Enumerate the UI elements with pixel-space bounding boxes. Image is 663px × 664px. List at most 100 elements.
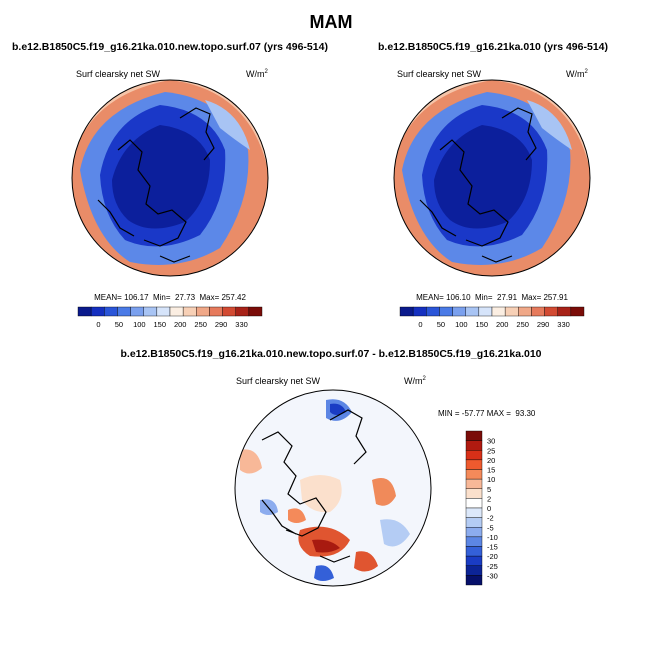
panel-3-anomaly-pos-3 — [372, 478, 396, 506]
colorbar-swatch — [399, 306, 414, 317]
colorbar-tick-label: 100 — [133, 320, 146, 329]
colorbar-tick-label: 10 — [487, 475, 495, 484]
colorbar-swatch — [465, 306, 480, 317]
colorbar-swatch — [143, 306, 158, 317]
panel-3-anomaly-neg-2 — [330, 403, 346, 415]
colorbar-swatch — [518, 306, 532, 317]
panel-3-anomaly-pos-4 — [354, 551, 378, 572]
panel-3-anomaly-pos-2 — [312, 539, 340, 553]
panel-1-units: W/m2 — [246, 69, 269, 79]
colorbar-tick-label: 150 — [154, 320, 167, 329]
panel-3-anomaly-neg-4 — [314, 565, 334, 581]
colorbar-tick-label: 330 — [235, 320, 248, 329]
colorbar-swatch — [465, 469, 483, 480]
colorbar-swatch — [439, 306, 453, 317]
panel-3-map — [234, 389, 432, 587]
panel-3-anomaly-pos-6 — [288, 508, 306, 523]
colorbar-swatch — [77, 306, 92, 317]
colorbar-tick-label: -25 — [487, 562, 498, 571]
colorbar-swatch — [196, 306, 210, 317]
panel-1-title: b.e12.B1850C5.f19_g16.21ka.010.new.topo.… — [12, 41, 328, 53]
colorbar-swatch — [130, 306, 144, 317]
colorbar-swatch — [412, 306, 427, 317]
colorbar-tick-label: 290 — [537, 320, 550, 329]
panel-3: b.e12.B1850C5.f19_g16.21ka.010.new.topo.… — [120, 348, 542, 587]
panel-2-variable-label: Surf clearsky net SW — [397, 69, 482, 79]
colorbar-swatch — [90, 306, 105, 317]
panel-2-units: W/m2 — [566, 69, 589, 79]
colorbar-swatch — [465, 430, 483, 441]
colorbar-tick-label: 25 — [487, 446, 495, 455]
colorbar-swatch — [426, 306, 440, 317]
panel-3-stats: MIN = -57.77 MAX = 93.30 — [438, 409, 536, 418]
panel-1-colorbar: 0 50 100 150 200 250 290 330 — [77, 306, 263, 329]
colorbar-swatch — [504, 306, 519, 317]
colorbar-tick-label: 200 — [174, 320, 187, 329]
colorbar-tick-label: 150 — [476, 320, 489, 329]
panel-3-map-border — [234, 389, 432, 587]
colorbar-swatch — [452, 306, 466, 317]
colorbar-tick-label: -10 — [487, 533, 498, 542]
colorbar-tick-label: -2 — [487, 514, 494, 523]
colorbar-swatch — [222, 306, 236, 317]
colorbar-tick-label: 330 — [557, 320, 570, 329]
colorbar-tick-label: 20 — [487, 456, 495, 465]
colorbar-swatch — [465, 565, 483, 576]
panel-2-coastline — [419, 107, 537, 263]
colorbar-swatch — [465, 546, 483, 557]
colorbar-swatch — [465, 536, 483, 547]
panel-2-title: b.e12.B1850C5.f19_g16.21ka.010 (yrs 496-… — [378, 41, 608, 53]
colorbar-swatch — [491, 306, 506, 317]
colorbar-swatch — [465, 555, 483, 566]
panel-1-map-border — [71, 79, 269, 277]
colorbar-tick-label: 250 — [516, 320, 529, 329]
colorbar-swatch — [465, 507, 483, 518]
colorbar-swatch — [465, 498, 483, 509]
colorbar-tick-label: 50 — [437, 320, 445, 329]
colorbar-swatch — [117, 306, 131, 317]
colorbar-tick-label: 0 — [96, 320, 100, 329]
panel-3-units: W/m2 — [404, 376, 427, 386]
panel-2: b.e12.B1850C5.f19_g16.21ka.010 (yrs 496-… — [378, 41, 608, 329]
panel-3-coastline — [261, 409, 367, 563]
colorbar-swatch — [544, 306, 558, 317]
colorbar-tick-label: 250 — [194, 320, 207, 329]
colorbar-tick-label: -30 — [487, 571, 498, 580]
panel-2-map-border — [393, 79, 591, 277]
panel-1-map — [71, 79, 269, 277]
panel-3-anomaly-neg-3 — [380, 519, 410, 547]
colorbar-swatch — [465, 450, 483, 461]
colorbar-tick-label: 30 — [487, 437, 495, 446]
colorbar-tick-label: 0 — [418, 320, 422, 329]
colorbar-tick-label: 200 — [496, 320, 509, 329]
colorbar-swatch — [478, 306, 493, 317]
colorbar-tick-label: -20 — [487, 552, 498, 561]
colorbar-tick-label: 290 — [215, 320, 228, 329]
colorbar-swatch — [209, 306, 223, 317]
colorbar-tick-label: 50 — [115, 320, 123, 329]
colorbar-tick-label: 100 — [455, 320, 468, 329]
colorbar-tick-label: 2 — [487, 494, 491, 503]
page-title: MAM — [310, 12, 353, 32]
panel-2-map — [393, 79, 591, 277]
panel-1: b.e12.B1850C5.f19_g16.21ka.010.new.topo.… — [12, 41, 328, 329]
colorbar-swatch — [465, 517, 483, 528]
colorbar-tick-label: 5 — [487, 485, 491, 494]
colorbar-swatch — [465, 459, 483, 470]
colorbar-tick-label: 15 — [487, 466, 495, 475]
colorbar-swatch — [570, 306, 585, 317]
panel-3-anomaly-warm-area — [300, 475, 342, 513]
panel-2-field-patch — [527, 100, 572, 150]
panel-3-variable-label: Surf clearsky net SW — [236, 376, 321, 386]
colorbar-swatch — [465, 488, 483, 499]
panel-1-variable-label: Surf clearsky net SW — [76, 69, 161, 79]
colorbar-tick-label: -5 — [487, 523, 494, 532]
colorbar-swatch — [182, 306, 197, 317]
panel-2-colorbar: 0 50 100 150 200 250 290 330 — [399, 306, 585, 329]
panel-3-title: b.e12.B1850C5.f19_g16.21ka.010.new.topo.… — [120, 348, 541, 360]
panel-1-field-patch — [205, 100, 250, 150]
panel-2-stats: MEAN= 106.10 Min= 27.91 Max= 257.91 — [416, 293, 568, 302]
panel-2-field-coldest — [434, 125, 532, 229]
